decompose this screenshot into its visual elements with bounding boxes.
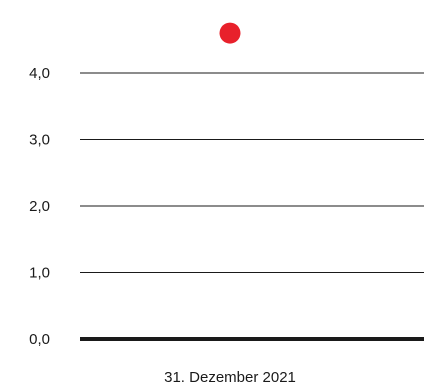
y-tick-label: 2,0 [29,198,50,215]
y-tick-label: 3,0 [29,132,50,149]
y-axis-ticks: 0,0 1,0 2,0 3,0 4,0 [29,65,50,348]
gridlines [80,72,424,341]
x-axis-ticks: 31. Dezember 2021 [164,369,296,386]
y-tick-label: 0,0 [29,331,50,348]
data-point [219,22,241,44]
y-tick-label: 4,0 [29,65,50,82]
x-tick-label: 31. Dezember 2021 [164,369,296,386]
data-points [219,22,241,44]
y-tick-label: 1,0 [29,265,50,282]
